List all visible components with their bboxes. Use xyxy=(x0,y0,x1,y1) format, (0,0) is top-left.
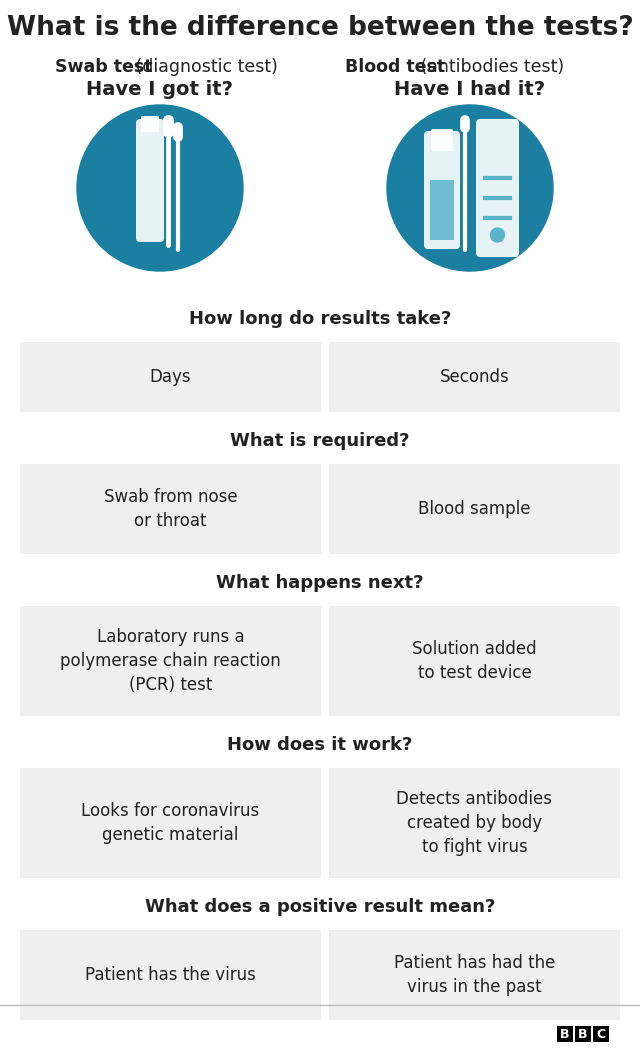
Text: C: C xyxy=(596,1028,605,1040)
Text: (antibodies test): (antibodies test) xyxy=(415,58,564,76)
FancyBboxPatch shape xyxy=(329,930,620,1021)
Text: Solution added
to test device: Solution added to test device xyxy=(412,640,537,682)
Text: Days: Days xyxy=(150,368,191,386)
Text: How does it work?: How does it work? xyxy=(227,736,413,754)
Text: What is required?: What is required? xyxy=(230,432,410,450)
Circle shape xyxy=(490,228,504,242)
FancyBboxPatch shape xyxy=(431,129,453,151)
FancyBboxPatch shape xyxy=(430,180,454,240)
FancyBboxPatch shape xyxy=(20,606,321,716)
Text: (diagnostic test): (diagnostic test) xyxy=(130,58,278,76)
Text: Laboratory runs a
polymerase chain reaction
(PCR) test: Laboratory runs a polymerase chain react… xyxy=(60,628,281,694)
FancyBboxPatch shape xyxy=(20,463,321,554)
Text: B: B xyxy=(579,1028,588,1040)
Text: Blood sample: Blood sample xyxy=(419,500,531,518)
Text: What happens next?: What happens next? xyxy=(216,574,424,592)
FancyBboxPatch shape xyxy=(20,768,321,878)
FancyBboxPatch shape xyxy=(329,463,620,554)
Text: Blood test: Blood test xyxy=(345,58,445,76)
FancyBboxPatch shape xyxy=(141,116,159,132)
FancyBboxPatch shape xyxy=(575,1026,591,1042)
Text: What does a positive result mean?: What does a positive result mean? xyxy=(145,898,495,916)
Text: Have I got it?: Have I got it? xyxy=(86,80,234,99)
Text: Swab from nose
or throat: Swab from nose or throat xyxy=(104,489,237,530)
FancyBboxPatch shape xyxy=(329,342,620,412)
Text: B: B xyxy=(560,1028,570,1040)
Ellipse shape xyxy=(387,105,553,271)
FancyBboxPatch shape xyxy=(593,1026,609,1042)
Ellipse shape xyxy=(77,105,243,271)
FancyBboxPatch shape xyxy=(20,342,321,412)
Text: Have I had it?: Have I had it? xyxy=(394,80,545,99)
Text: What is the difference between the tests?: What is the difference between the tests… xyxy=(6,15,634,41)
FancyBboxPatch shape xyxy=(424,131,460,249)
Text: Swab test: Swab test xyxy=(55,58,152,76)
FancyBboxPatch shape xyxy=(20,930,321,1021)
FancyBboxPatch shape xyxy=(329,768,620,878)
Text: Detects antibodies
created by body
to fight virus: Detects antibodies created by body to fi… xyxy=(397,790,552,856)
Text: Patient has the virus: Patient has the virus xyxy=(85,966,256,984)
Text: Looks for coronavirus
genetic material: Looks for coronavirus genetic material xyxy=(81,802,260,844)
Text: How long do results take?: How long do results take? xyxy=(189,310,451,328)
Text: Seconds: Seconds xyxy=(440,368,509,386)
FancyBboxPatch shape xyxy=(476,119,519,257)
FancyBboxPatch shape xyxy=(136,119,164,242)
FancyBboxPatch shape xyxy=(329,606,620,716)
Text: Patient has had the
virus in the past: Patient has had the virus in the past xyxy=(394,954,555,995)
FancyBboxPatch shape xyxy=(557,1026,573,1042)
